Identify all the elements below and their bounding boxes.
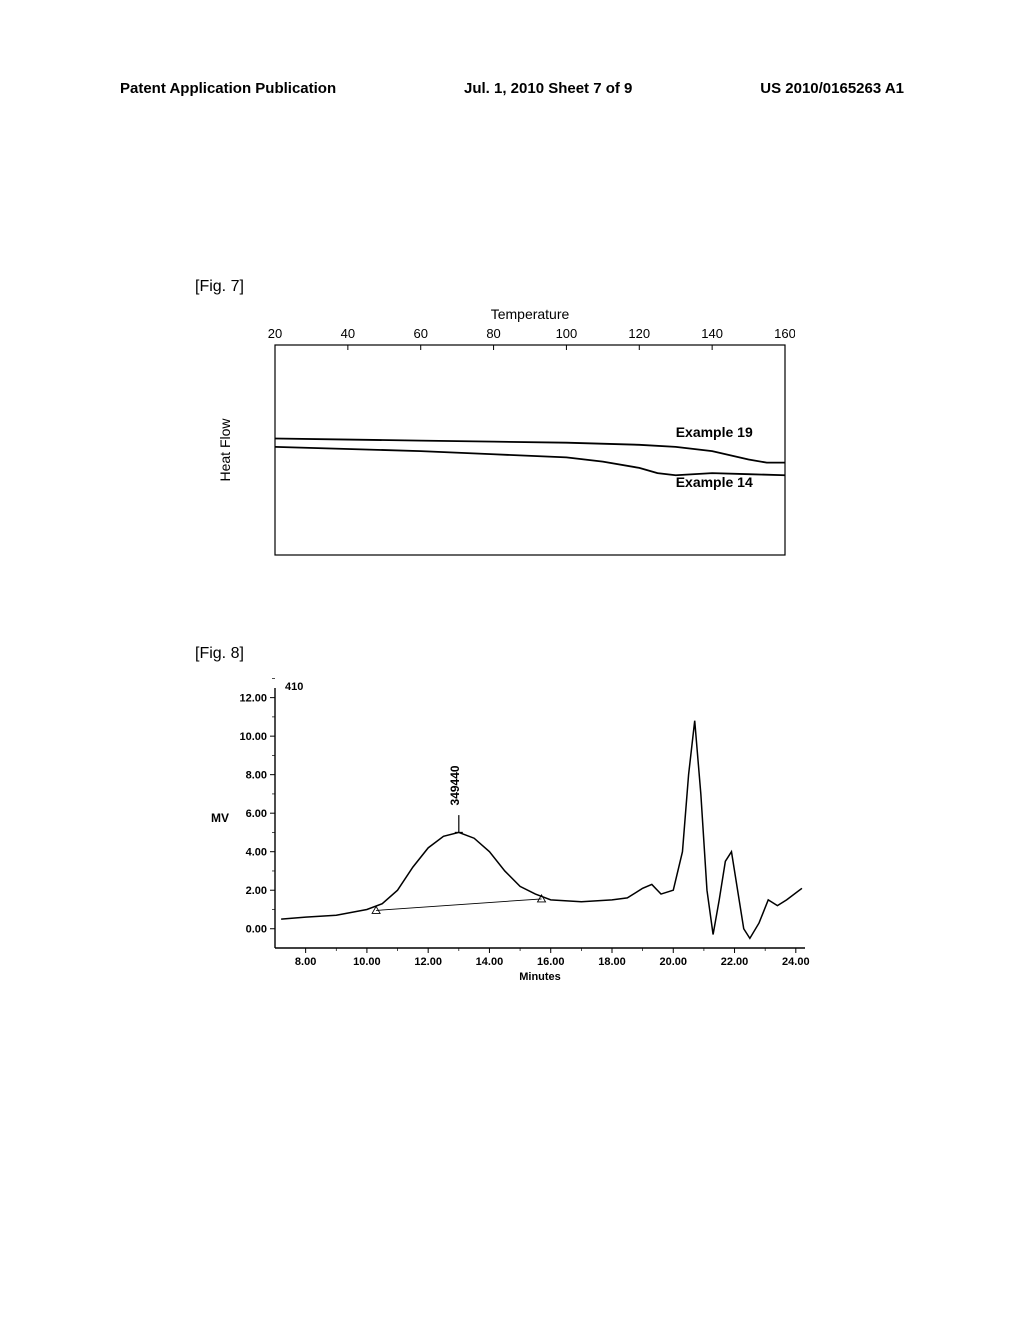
svg-text:24.00: 24.00 (782, 956, 810, 968)
svg-text:160: 160 (774, 326, 795, 341)
svg-text:22.00: 22.00 (721, 956, 749, 968)
fig8-label: [Fig. 8] (195, 645, 244, 663)
svg-text:Example 19: Example 19 (676, 424, 753, 440)
svg-text:8.00: 8.00 (295, 956, 316, 968)
svg-text:10.00: 10.00 (353, 956, 381, 968)
svg-text:16.00: 16.00 (537, 956, 565, 968)
svg-text:Minutes: Minutes (519, 971, 561, 983)
svg-text:40: 40 (341, 326, 355, 341)
svg-text:2.00: 2.00 (246, 885, 267, 897)
fig8-chart: 410 0.00 2.00 4.00 6.00 8.00 10.00 12.00 MV 8.00 1… (195, 670, 815, 990)
svg-text:4.00: 4.00 (246, 847, 267, 859)
svg-text:60: 60 (413, 326, 427, 341)
svg-text:120: 120 (628, 326, 650, 341)
svg-text:0.00: 0.00 (246, 924, 267, 936)
page: Patent Application Publication Jul. 1, 2… (0, 0, 1024, 1320)
svg-text:8.00: 8.00 (246, 770, 267, 782)
svg-text:18.00: 18.00 (598, 956, 626, 968)
svg-text:12.00: 12.00 (239, 693, 267, 705)
svg-text:410: 410 (285, 681, 303, 693)
svg-text:MV: MV (211, 811, 229, 825)
svg-text:20.00: 20.00 (660, 956, 688, 968)
svg-text:14.00: 14.00 (476, 956, 504, 968)
svg-text:12.00: 12.00 (414, 956, 442, 968)
fig7-chart: Temperature 20 40 60 80 100 120 140 160 Heat Flow… (205, 305, 795, 565)
header-right: US 2010/0165263 A1 (760, 80, 904, 97)
page-header: Patent Application Publication Jul. 1, 2… (120, 80, 904, 97)
header-center: Jul. 1, 2010 Sheet 7 of 9 (464, 80, 632, 97)
svg-text:349440: 349440 (448, 765, 462, 805)
svg-text:Temperature: Temperature (491, 306, 570, 322)
fig7-label: [Fig. 7] (195, 278, 244, 296)
svg-text:Heat Flow: Heat Flow (217, 418, 233, 482)
header-left: Patent Application Publication (120, 80, 336, 97)
svg-text:80: 80 (486, 326, 500, 341)
svg-text:140: 140 (701, 326, 723, 341)
svg-text:6.00: 6.00 (246, 808, 267, 820)
svg-text:Example 14: Example 14 (676, 474, 753, 490)
svg-text:10.00: 10.00 (239, 731, 267, 743)
svg-text:20: 20 (268, 326, 282, 341)
svg-text:100: 100 (556, 326, 578, 341)
